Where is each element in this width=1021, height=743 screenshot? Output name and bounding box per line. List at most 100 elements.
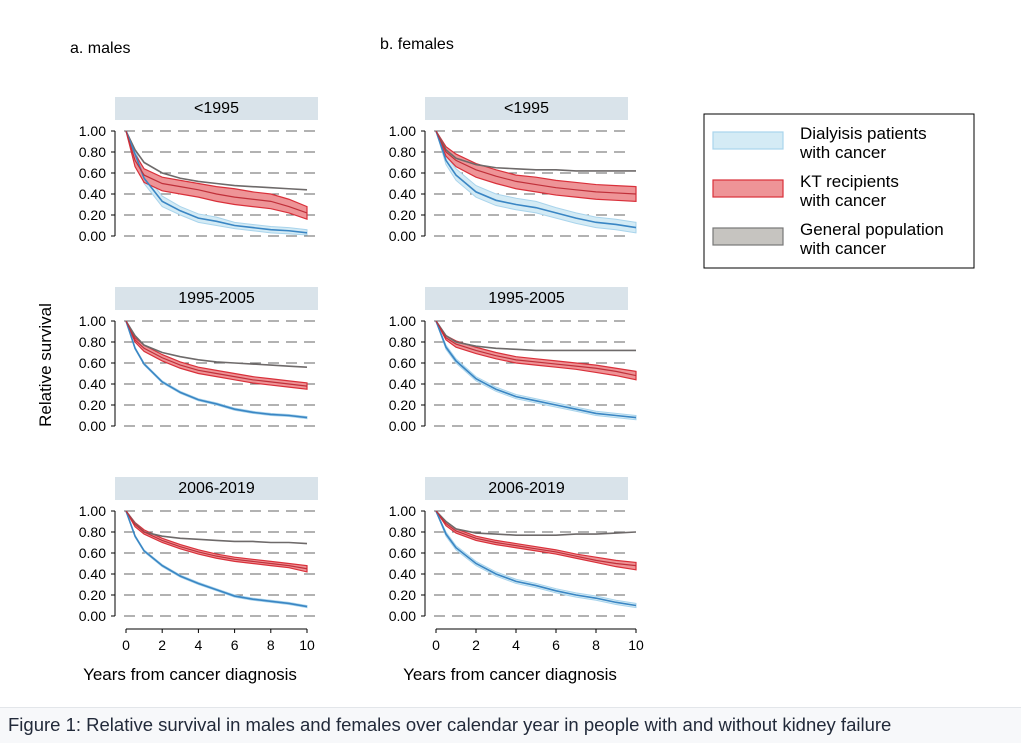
x-axis-title-females: Years from cancer diagnosis bbox=[403, 665, 617, 684]
kt-ci-band bbox=[435, 130, 637, 202]
y-tick-label: 1.00 bbox=[79, 123, 106, 139]
general-population-line bbox=[125, 320, 308, 368]
chart-svg: a. males b. females Relative survival Ye… bbox=[36, 36, 975, 684]
panel-strip-label: <1995 bbox=[504, 100, 549, 117]
general-population-line bbox=[435, 320, 636, 352]
y-tick-label: 0.40 bbox=[79, 186, 106, 202]
y-tick-label: 0.00 bbox=[79, 418, 106, 434]
x-tick-label: 10 bbox=[628, 637, 644, 653]
panel-strip bbox=[115, 477, 318, 500]
y-tick-label: 0.20 bbox=[79, 207, 106, 223]
x-tick-label: 8 bbox=[267, 637, 275, 653]
panel-strip-label: 1995-2005 bbox=[178, 290, 255, 307]
y-tick-label: 0.00 bbox=[79, 608, 106, 624]
panel-strip bbox=[115, 287, 318, 310]
legend-item-general-population: General population with cancer bbox=[712, 220, 944, 258]
y-tick-label: 1.00 bbox=[79, 503, 106, 519]
x-tick-label: 2 bbox=[158, 637, 166, 653]
x-tick-label: 4 bbox=[512, 637, 520, 653]
panel-strip bbox=[425, 287, 628, 310]
kt-line bbox=[125, 510, 308, 570]
kt-line bbox=[435, 510, 637, 567]
kt-ci-band bbox=[125, 130, 308, 221]
kt-line bbox=[435, 320, 637, 377]
kt-line bbox=[125, 320, 308, 387]
legend-item-dialysis-swatch bbox=[712, 131, 784, 150]
y-tick-label: 0.00 bbox=[389, 608, 416, 624]
panel-4: 2006-2019 0.00 0.20 0.40 0.60 0.80 1.00 0 2 4 6 8 10 bbox=[79, 477, 318, 653]
dialysis-line bbox=[125, 320, 308, 419]
legend-items: Dialyisis patients with cancer KT recipien… bbox=[712, 124, 944, 258]
legend-item-kt: KT recipients with cancer bbox=[712, 172, 899, 210]
y-tick-label: 0.40 bbox=[389, 376, 416, 392]
kt-ci-band bbox=[125, 510, 308, 573]
dialysis-line bbox=[435, 130, 637, 229]
panel-strip-label: 2006-2019 bbox=[488, 480, 565, 497]
legend-item-dialysis-label: Dialyisis patients with cancer bbox=[799, 124, 927, 162]
y-tick-label: 0.20 bbox=[79, 397, 106, 413]
column-title-males: a. males bbox=[70, 40, 130, 57]
panel-2: 1995-2005 0.00 0.20 0.40 0.60 0.80 1.00 bbox=[79, 287, 318, 434]
legend-item-kt-swatch bbox=[712, 179, 784, 198]
kt-line bbox=[435, 130, 637, 195]
x-tick-label: 0 bbox=[122, 637, 130, 653]
general-population-line bbox=[125, 130, 308, 191]
dialysis-line bbox=[435, 320, 637, 419]
kt-ci-band bbox=[435, 510, 637, 571]
y-tick-label: 1.00 bbox=[389, 503, 416, 519]
legend-item-general-population-swatch bbox=[712, 227, 784, 246]
panel-strip bbox=[425, 477, 628, 500]
panel-strip-label: 2006-2019 bbox=[178, 480, 255, 497]
column-title-females: b. females bbox=[380, 36, 454, 53]
x-tick-label: 8 bbox=[592, 637, 600, 653]
y-tick-label: 0.80 bbox=[389, 334, 416, 350]
general-population-line bbox=[435, 510, 637, 536]
y-tick-label: 0.40 bbox=[389, 566, 416, 582]
y-tick-label: 0.80 bbox=[389, 524, 416, 540]
y-tick-label: 0.60 bbox=[79, 355, 106, 371]
y-tick-label: 0.60 bbox=[79, 545, 106, 561]
y-tick-label: 0.80 bbox=[79, 334, 106, 350]
panel-5: 2006-2019 0.00 0.20 0.40 0.60 0.80 1.00 0 2 4 6 8 10 bbox=[389, 477, 644, 653]
x-tick-label: 0 bbox=[432, 637, 440, 653]
y-tick-label: 0.20 bbox=[389, 587, 416, 603]
x-tick-label: 4 bbox=[195, 637, 203, 653]
y-axis-title: Relative survival bbox=[36, 303, 55, 427]
y-tick-label: 0.80 bbox=[79, 144, 106, 160]
dialysis-line bbox=[435, 510, 637, 607]
dialysis-line bbox=[125, 510, 308, 608]
panel-strip-label: 1995-2005 bbox=[488, 290, 565, 307]
legend-item-dialysis: Dialyisis patients with cancer bbox=[712, 124, 927, 162]
panel-strip-label: <1995 bbox=[194, 100, 239, 117]
panel-strip bbox=[425, 97, 628, 120]
x-tick-label: 2 bbox=[472, 637, 480, 653]
y-tick-label: 0.80 bbox=[79, 524, 106, 540]
x-tick-label: 10 bbox=[299, 637, 315, 653]
y-tick-label: 0.60 bbox=[389, 165, 416, 181]
y-tick-label: 0.60 bbox=[389, 545, 416, 561]
y-tick-label: 1.00 bbox=[79, 313, 106, 329]
x-tick-label: 6 bbox=[231, 637, 239, 653]
y-tick-label: 0.00 bbox=[389, 418, 416, 434]
y-tick-label: 0.60 bbox=[389, 355, 416, 371]
panel-0: <1995 0.00 0.20 0.40 0.60 0.80 1.00 bbox=[79, 97, 318, 244]
panels: <1995 0.00 0.20 0.40 0.60 0.80 1.00 <1995 0.00 0.… bbox=[79, 97, 644, 653]
y-tick-label: 0.60 bbox=[79, 165, 106, 181]
general-population-line bbox=[435, 130, 636, 172]
legend-item-kt-label: KT recipients with cancer bbox=[799, 172, 899, 210]
y-tick-label: 1.00 bbox=[389, 123, 416, 139]
y-tick-label: 0.40 bbox=[79, 376, 106, 392]
dialysis-ci-band bbox=[125, 510, 308, 609]
y-tick-label: 0.40 bbox=[79, 566, 106, 582]
y-tick-label: 0.40 bbox=[389, 186, 416, 202]
legend: Dialyisis patients with cancer KT recipien… bbox=[703, 113, 975, 269]
y-tick-label: 0.00 bbox=[79, 228, 106, 244]
panel-3: 1995-2005 0.00 0.20 0.40 0.60 0.80 1.00 bbox=[389, 287, 637, 434]
kt-line bbox=[125, 130, 308, 214]
panel-strip bbox=[115, 97, 318, 120]
legend-item-general-population-label: General population with cancer bbox=[799, 220, 944, 258]
kt-ci-band bbox=[125, 320, 308, 390]
y-tick-label: 0.20 bbox=[389, 397, 416, 413]
figure-caption: Figure 1: Relative survival in males and… bbox=[0, 707, 1021, 743]
